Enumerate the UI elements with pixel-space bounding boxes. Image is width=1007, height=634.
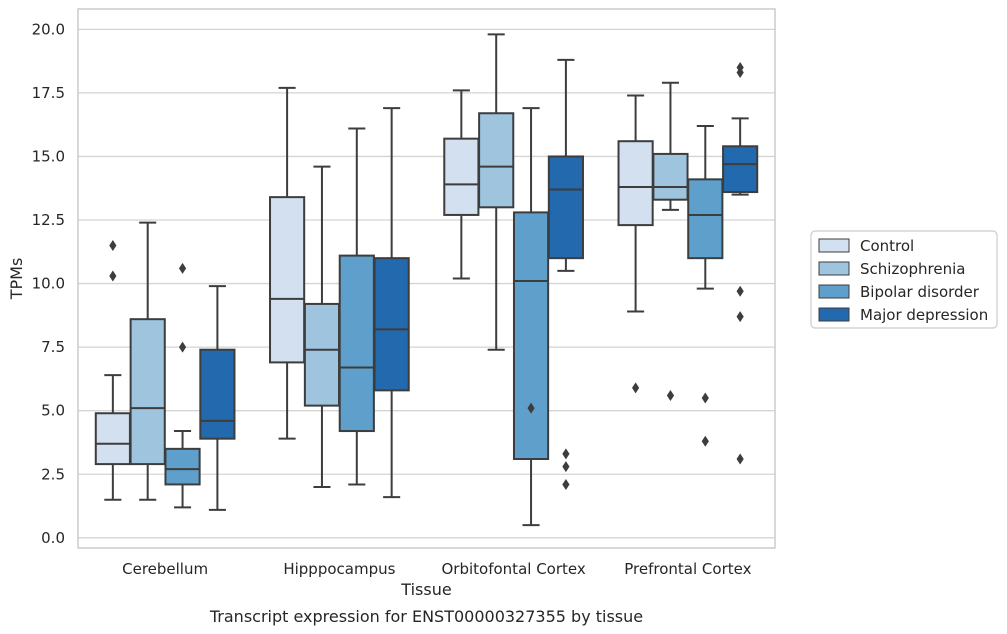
outlier-point	[701, 392, 709, 404]
iqr-box	[617, 140, 654, 227]
legend-label: Control	[860, 237, 914, 255]
box-bipolar-disorder	[338, 127, 375, 486]
box-schizophrenia	[129, 221, 166, 501]
outlier-point	[562, 461, 570, 473]
chart-caption: Transcript expression for ENST0000032735…	[209, 607, 643, 626]
y-tick-label: 0.0	[41, 529, 65, 547]
box-bipolar-disorder	[687, 124, 724, 447]
outlier-point	[109, 270, 117, 282]
y-tick-label: 5.0	[41, 402, 65, 420]
legend-label: Schizophrenia	[860, 260, 965, 278]
legend-label: Bipolar disorder	[860, 283, 980, 301]
box-major-depression	[547, 58, 584, 490]
x-axis-label: Tissue	[400, 580, 451, 599]
box-schizophrenia	[652, 81, 689, 401]
outlier-point	[562, 448, 570, 460]
outlier-point	[736, 61, 744, 73]
legend-swatch	[818, 261, 850, 276]
y-tick-label: 10.0	[32, 275, 65, 293]
y-tick-label: 17.5	[32, 84, 65, 102]
box-control	[94, 239, 131, 501]
y-tick-label: 20.0	[32, 20, 65, 38]
y-tick-label: 12.5	[32, 211, 65, 229]
x-tick-label: Cerebellum	[122, 560, 208, 578]
iqr-box	[547, 155, 584, 260]
iqr-box	[94, 412, 131, 466]
y-axis-label: TPMs	[7, 258, 26, 301]
box-control	[617, 94, 654, 394]
boxes	[94, 33, 759, 527]
box-schizophrenia	[303, 165, 341, 488]
outlier-point	[736, 285, 744, 297]
box-control	[269, 86, 306, 440]
iqr-box	[338, 254, 375, 433]
box-major-depression	[373, 107, 410, 499]
iqr-box	[512, 211, 550, 461]
legend-label: Major depression	[860, 306, 988, 324]
iqr-box	[652, 152, 689, 201]
legend-swatch	[818, 284, 850, 299]
iqr-box	[722, 145, 759, 194]
x-tick-labels: Cerebellum Hipppocampus Orbitofontal Corte…	[122, 560, 751, 578]
outlier-point	[701, 435, 709, 447]
outlier-point	[666, 389, 675, 401]
x-tick-label: Hipppocampus	[283, 560, 395, 578]
iqr-box	[478, 112, 515, 209]
outlier-point	[178, 341, 187, 353]
plot-frame	[77, 8, 776, 549]
x-tick-label: Prefrontal Cortex	[624, 560, 751, 578]
legend-swatch	[818, 307, 850, 322]
legend-swatch	[818, 238, 850, 253]
iqr-box	[443, 137, 480, 216]
iqr-box	[199, 348, 236, 440]
x-tick-label: Orbitofontal Cortex	[442, 560, 586, 578]
box-control	[443, 89, 480, 280]
iqr-box	[129, 318, 166, 466]
outlier-point	[736, 311, 744, 323]
outlier-point	[736, 453, 744, 465]
box-schizophrenia	[478, 33, 515, 351]
outlier-point	[632, 382, 640, 394]
y-tick-label: 2.5	[41, 465, 65, 483]
legend-frame	[810, 230, 998, 329]
y-tick-labels: 0.0 2.5 5.0 7.5 10.0 12.5 15.0 17.5 20.0	[32, 20, 65, 546]
box-major-depression	[199, 285, 236, 511]
iqr-box	[373, 257, 410, 392]
outlier-point	[527, 402, 535, 414]
y-tick-label: 7.5	[41, 338, 65, 356]
y-tick-label: 15.0	[32, 147, 65, 165]
legend: Control Schizophrenia Bipolar disorder Majo…	[810, 230, 998, 329]
box-bipolar-disorder	[512, 107, 550, 527]
outlier-point	[109, 239, 117, 251]
box-major-depression	[722, 61, 759, 465]
outlier-point	[178, 262, 187, 274]
box-bipolar-disorder	[164, 262, 201, 509]
iqr-box	[164, 447, 201, 486]
iqr-box	[269, 196, 306, 364]
outlier-point	[562, 478, 570, 490]
iqr-box	[687, 178, 724, 260]
iqr-box	[303, 302, 341, 407]
